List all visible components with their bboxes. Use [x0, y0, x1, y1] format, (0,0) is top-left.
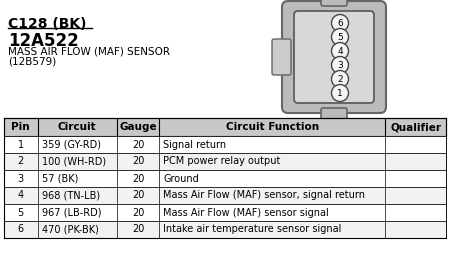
- Text: Qualifier: Qualifier: [390, 122, 441, 132]
- Text: Mass Air Flow (MAF) sensor signal: Mass Air Flow (MAF) sensor signal: [163, 208, 329, 218]
- Text: 20: 20: [132, 174, 144, 183]
- FancyBboxPatch shape: [272, 39, 291, 75]
- Text: MASS AIR FLOW (MAF) SENSOR: MASS AIR FLOW (MAF) SENSOR: [8, 47, 170, 57]
- Text: 20: 20: [132, 139, 144, 150]
- Text: 20: 20: [132, 208, 144, 218]
- Text: Circuit: Circuit: [58, 122, 96, 132]
- Text: 20: 20: [132, 191, 144, 200]
- Text: 359 (GY-RD): 359 (GY-RD): [41, 139, 100, 150]
- FancyBboxPatch shape: [294, 11, 374, 103]
- Text: 3: 3: [337, 60, 343, 70]
- Text: 1: 1: [337, 89, 343, 98]
- Text: (12B579): (12B579): [8, 56, 56, 66]
- Bar: [4, 136, 446, 153]
- Circle shape: [332, 43, 348, 59]
- Text: 6: 6: [18, 224, 24, 235]
- Text: 3: 3: [18, 174, 24, 183]
- Text: Ground: Ground: [163, 174, 199, 183]
- Text: 2: 2: [18, 156, 24, 166]
- Text: 20: 20: [132, 224, 144, 235]
- Text: C128 (BK): C128 (BK): [8, 17, 86, 31]
- Circle shape: [332, 56, 348, 73]
- Text: PCM power relay output: PCM power relay output: [163, 156, 281, 166]
- Text: Circuit Function: Circuit Function: [226, 122, 319, 132]
- Bar: [4, 170, 446, 187]
- Bar: [4, 221, 446, 238]
- Text: 12A522: 12A522: [8, 32, 79, 50]
- Text: 4: 4: [337, 46, 343, 56]
- FancyBboxPatch shape: [282, 1, 386, 113]
- Circle shape: [332, 70, 348, 87]
- Text: 2: 2: [337, 75, 343, 84]
- Bar: [4, 204, 446, 221]
- Text: 5: 5: [18, 208, 24, 218]
- Text: 968 (TN-LB): 968 (TN-LB): [41, 191, 99, 200]
- Text: 5: 5: [337, 32, 343, 42]
- Bar: [4, 187, 446, 204]
- Text: Signal return: Signal return: [163, 139, 227, 150]
- Text: Intake air temperature sensor signal: Intake air temperature sensor signal: [163, 224, 342, 235]
- Bar: [4, 153, 446, 170]
- Text: 100 (WH-RD): 100 (WH-RD): [41, 156, 106, 166]
- FancyBboxPatch shape: [321, 0, 347, 6]
- Circle shape: [332, 29, 348, 45]
- Text: Pin: Pin: [11, 122, 30, 132]
- Text: 4: 4: [18, 191, 24, 200]
- Text: 967 (LB-RD): 967 (LB-RD): [41, 208, 101, 218]
- Circle shape: [332, 15, 348, 32]
- Text: 20: 20: [132, 156, 144, 166]
- FancyBboxPatch shape: [321, 108, 347, 125]
- Text: Gauge: Gauge: [119, 122, 157, 132]
- Text: 1: 1: [18, 139, 24, 150]
- Text: 57 (BK): 57 (BK): [41, 174, 78, 183]
- Bar: [4, 118, 446, 136]
- Text: Mass Air Flow (MAF) sensor, signal return: Mass Air Flow (MAF) sensor, signal retur…: [163, 191, 365, 200]
- Text: 470 (PK-BK): 470 (PK-BK): [41, 224, 99, 235]
- Circle shape: [332, 84, 348, 101]
- Text: 6: 6: [337, 18, 343, 28]
